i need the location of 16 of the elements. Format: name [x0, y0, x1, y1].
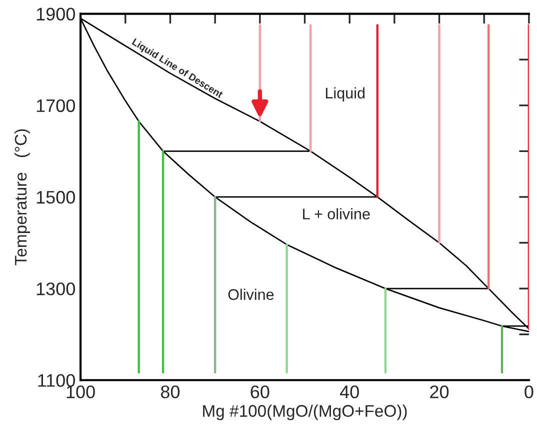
- y-tick-label: 1500: [36, 190, 75, 204]
- y-tick-label: 1700: [36, 99, 75, 112]
- x-tick-label: 100: [66, 385, 95, 398]
- y-tick-label: 1900: [36, 8, 75, 21]
- x-axis-title: Mg #100(MgO/(MgO+FeO)): [203, 404, 407, 420]
- y-axis-title: Temperature (°C): [14, 129, 30, 266]
- annotation: Olivine: [228, 288, 274, 300]
- y-tick-label: 1300: [36, 282, 75, 296]
- annotation: Liquid: [326, 87, 365, 102]
- y-tick-label: 1100: [38, 374, 75, 387]
- x-tick-label: 20: [430, 385, 449, 398]
- annotation: L + olivine: [303, 208, 370, 220]
- x-tick-label: 80: [160, 385, 180, 398]
- x-tick-label: 0: [524, 385, 534, 398]
- x-tick-label: 40: [340, 385, 359, 398]
- x-tick-label: 60: [250, 385, 270, 398]
